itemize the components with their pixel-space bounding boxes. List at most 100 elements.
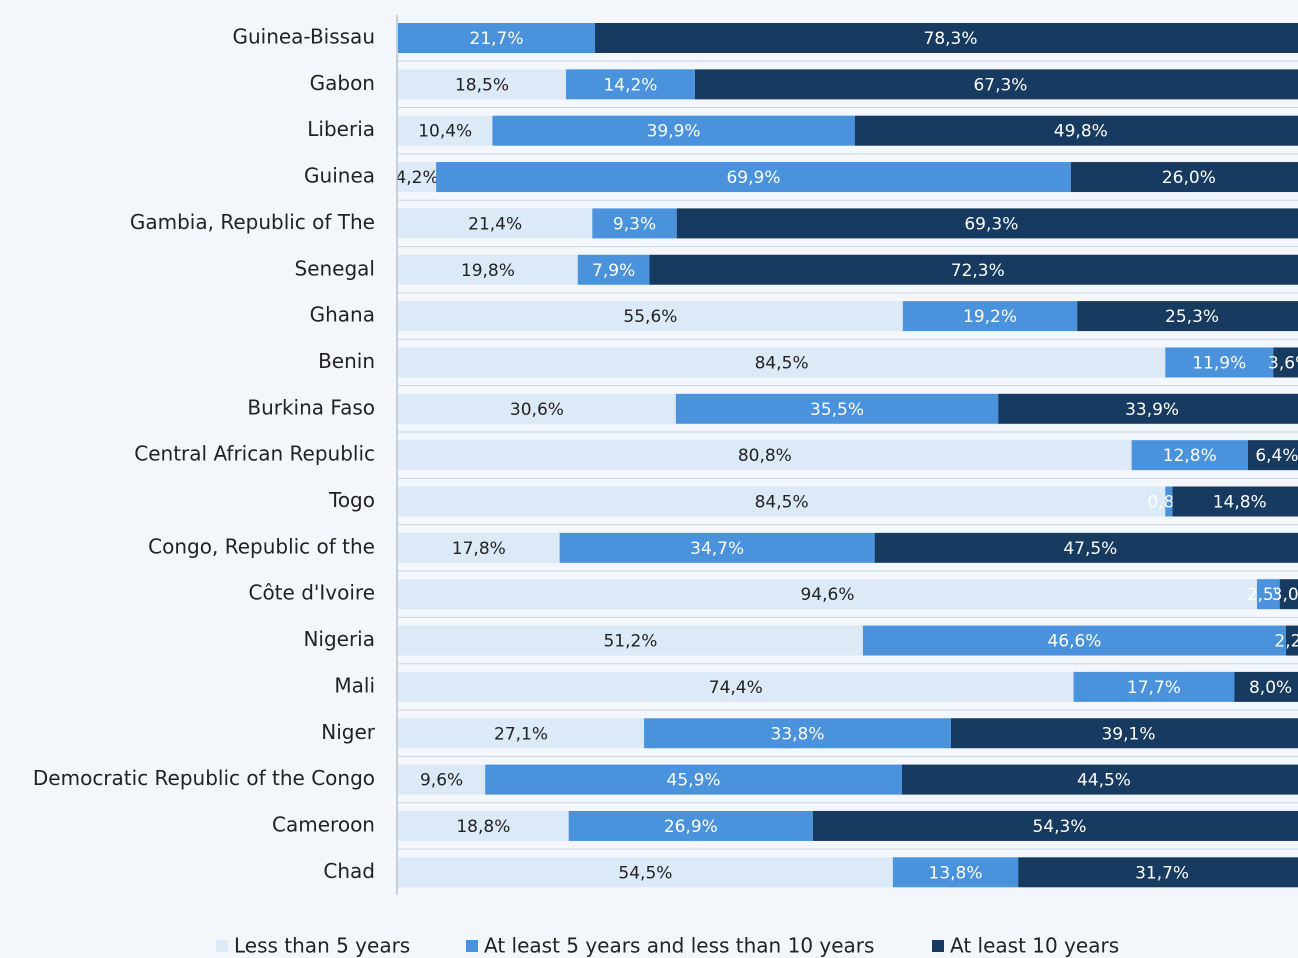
value-label: 84,5% bbox=[755, 353, 809, 373]
bar-segment bbox=[950, 718, 1298, 749]
legend-label: At least 10 years bbox=[950, 934, 1119, 958]
value-label: 84,5% bbox=[755, 493, 809, 513]
bar-segment bbox=[874, 532, 1298, 563]
bar-segment bbox=[398, 347, 1166, 378]
bar-segment bbox=[398, 764, 486, 795]
bar-segment bbox=[644, 718, 951, 749]
bar-segment bbox=[892, 857, 1019, 888]
value-label: 45,9% bbox=[667, 771, 721, 791]
value-label: 2,2% bbox=[1274, 632, 1298, 652]
value-label: 9,3% bbox=[613, 214, 656, 234]
value-label: 69,9% bbox=[726, 168, 780, 188]
value-label: 7,9% bbox=[592, 261, 635, 281]
value-label: 3,0% bbox=[1272, 585, 1298, 605]
bar-segment bbox=[1247, 440, 1298, 471]
value-label: 17,7% bbox=[1127, 678, 1181, 698]
category-label: Côte d'Ivoire bbox=[248, 581, 375, 605]
bar-segment bbox=[1256, 579, 1280, 610]
category-label: Gabon bbox=[310, 71, 375, 95]
category-label: Senegal bbox=[295, 256, 376, 280]
bar-segment bbox=[398, 486, 1166, 517]
bar-segment bbox=[398, 301, 903, 332]
category-label: Benin bbox=[318, 349, 375, 373]
value-label: 54,5% bbox=[618, 863, 672, 883]
bar-segment bbox=[1073, 671, 1235, 702]
category-label: Togo bbox=[328, 488, 375, 512]
value-label: 10,4% bbox=[418, 122, 472, 142]
value-label: 14,8% bbox=[1213, 493, 1267, 513]
value-label: 30,6% bbox=[510, 400, 564, 420]
category-label: Central African Republic bbox=[134, 442, 375, 466]
bar-segment bbox=[901, 764, 1298, 795]
value-label: 25,3% bbox=[1165, 307, 1219, 327]
legend-swatch bbox=[932, 940, 944, 952]
value-label: 54,3% bbox=[1032, 817, 1086, 837]
bar-segment bbox=[1131, 440, 1248, 471]
value-label: 74,4% bbox=[709, 678, 763, 698]
bar-segment bbox=[675, 393, 999, 424]
value-label: 55,6% bbox=[623, 307, 677, 327]
value-label: 6,4% bbox=[1255, 446, 1298, 466]
category-label: Ghana bbox=[310, 303, 375, 327]
bar-segment bbox=[398, 857, 893, 888]
category-label: Burkina Faso bbox=[247, 395, 375, 419]
category-label: Liberia bbox=[307, 117, 375, 141]
value-label: 39,9% bbox=[647, 122, 701, 142]
value-label: 94,6% bbox=[800, 585, 854, 605]
category-label: Gambia, Republic of The bbox=[130, 210, 375, 234]
category-label: Chad bbox=[323, 859, 375, 883]
value-label: 47,5% bbox=[1063, 539, 1117, 559]
bar-segment bbox=[398, 23, 596, 53]
bar-segment bbox=[398, 69, 566, 100]
bar-segment bbox=[398, 393, 676, 424]
bar-segment bbox=[398, 208, 593, 239]
bar-segment bbox=[398, 115, 493, 146]
bar-segment bbox=[577, 254, 650, 285]
category-label: Guinea-Bissau bbox=[232, 25, 375, 49]
value-label: 3,6% bbox=[1268, 353, 1298, 373]
value-label: 78,3% bbox=[924, 29, 978, 49]
legend-label: At least 5 years and less than 10 years bbox=[484, 934, 874, 958]
bar-segment bbox=[398, 625, 863, 656]
value-label: 18,5% bbox=[455, 75, 509, 95]
bar-segment bbox=[398, 162, 437, 193]
bar-segment bbox=[649, 254, 1298, 285]
value-label: 4,2% bbox=[395, 168, 438, 188]
value-label: 26,0% bbox=[1162, 168, 1216, 188]
legend-swatch bbox=[466, 940, 478, 952]
bar-segment bbox=[1165, 486, 1173, 517]
value-label: 34,7% bbox=[690, 539, 744, 559]
value-label: 19,8% bbox=[461, 261, 515, 281]
value-label: 72,3% bbox=[951, 261, 1005, 281]
value-label: 39,1% bbox=[1101, 724, 1155, 744]
bar-segment bbox=[592, 208, 677, 239]
value-label: 51,2% bbox=[603, 632, 657, 652]
value-label: 11,9% bbox=[1192, 353, 1246, 373]
bar-segment bbox=[676, 208, 1298, 239]
bar-segment bbox=[1286, 625, 1298, 656]
legend-swatch bbox=[216, 940, 228, 952]
bar-segment bbox=[492, 115, 855, 146]
legend-label: Less than 5 years bbox=[234, 934, 410, 958]
category-label: Democratic Republic of the Congo bbox=[33, 766, 375, 790]
value-label: 49,8% bbox=[1054, 122, 1108, 142]
value-label: 26,9% bbox=[664, 817, 718, 837]
bar-segment bbox=[854, 115, 1298, 146]
bar-segment bbox=[398, 254, 578, 285]
value-label: 17,8% bbox=[452, 539, 506, 559]
value-label: 33,9% bbox=[1125, 400, 1179, 420]
bar-segment bbox=[1279, 579, 1298, 610]
value-label: 9,6% bbox=[420, 771, 463, 791]
category-label: Congo, Republic of the bbox=[148, 534, 375, 558]
value-label: 21,4% bbox=[468, 214, 522, 234]
bar-segment bbox=[1077, 301, 1298, 332]
bar-segment bbox=[1165, 347, 1274, 378]
bar-segment bbox=[1070, 162, 1298, 193]
bar-segment bbox=[565, 69, 695, 100]
value-label: 31,7% bbox=[1135, 863, 1189, 883]
bar-segment bbox=[862, 625, 1287, 656]
value-label: 19,2% bbox=[963, 307, 1017, 327]
value-label: 13,8% bbox=[929, 863, 983, 883]
